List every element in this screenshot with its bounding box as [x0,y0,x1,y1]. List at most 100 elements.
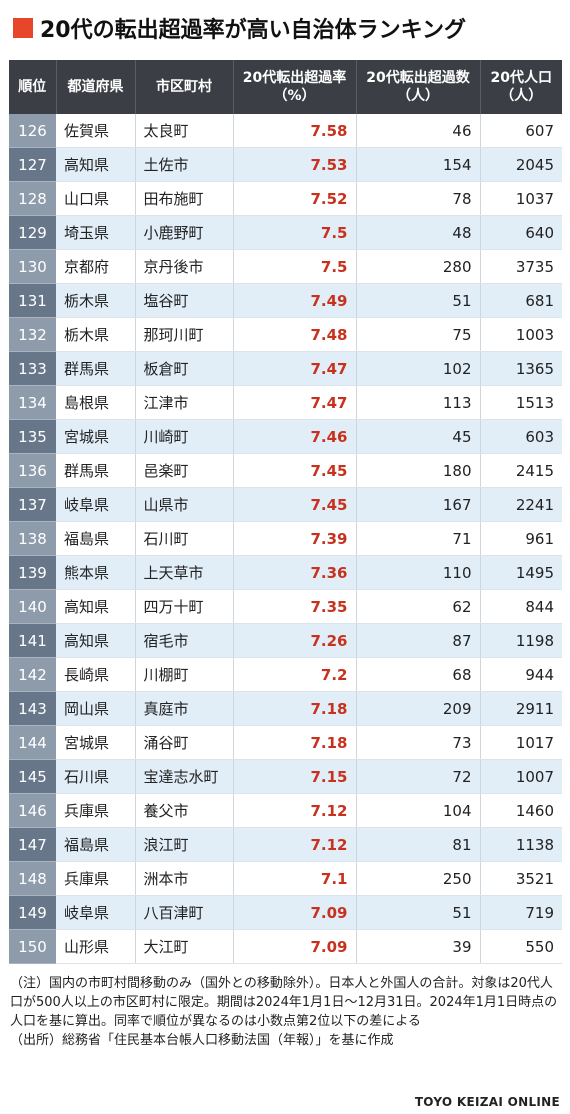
table-body: 126 佐賀県 太良町 7.58 46 607 127 高知県 土佐市 7.53 154 2045 12… [9,114,562,964]
population-cell: 719 [480,895,562,930]
population-cell: 1017 [480,725,562,760]
population-cell: 681 [480,283,562,318]
prefecture-cell: 宮城県 [56,419,136,454]
municipality-cell: 江津市 [135,385,234,420]
table-row: 132 栃木県 那珂川町 7.48 75 1003 [9,317,562,352]
outflow-cell: 51 [356,895,481,930]
prefecture-cell: 佐賀県 [56,114,136,148]
rank-cell: 141 [9,623,56,658]
population-cell: 607 [480,114,562,148]
outflow-cell: 209 [356,691,481,726]
outflow-cell: 110 [356,555,481,590]
table-row: 141 高知県 宿毛市 7.26 87 1198 [9,623,562,658]
municipality-cell: 太良町 [135,114,234,148]
prefecture-cell: 熊本県 [56,555,136,590]
footnote: （注）国内の市町村間移動のみ（国外との移動除外）。日本人と外国人の合計。対象は2… [10,974,562,1050]
prefecture-cell: 栃木県 [56,317,136,352]
outflow-cell: 78 [356,181,481,216]
rank-cell: 132 [9,317,56,352]
table-row: 128 山口県 田布施町 7.52 78 1037 [9,181,562,216]
rank-cell: 146 [9,793,56,828]
table-row: 126 佐賀県 太良町 7.58 46 607 [9,114,562,148]
header-prefecture: 都道府県 [56,60,136,114]
population-cell: 2415 [480,453,562,488]
outflow-cell: 71 [356,521,481,556]
rank-cell: 150 [9,929,56,964]
municipality-cell: 川棚町 [135,657,234,692]
rank-cell: 128 [9,181,56,216]
rate-cell: 7.09 [233,895,357,930]
rate-cell: 7.18 [233,691,357,726]
note-text: （注）国内の市町村間移動のみ（国外との移動除外）。日本人と外国人の合計。対象は2… [10,976,558,1029]
rate-cell: 7.47 [233,385,357,420]
ranking-table: 順位 都道府県 市区町村 20代転出超過率 （%） 20代転出超過数 （人） 20代人口 … [9,60,562,964]
rank-cell: 131 [9,283,56,318]
rank-cell: 143 [9,691,56,726]
population-cell: 1003 [480,317,562,352]
prefecture-cell: 高知県 [56,147,136,182]
header-municipality: 市区町村 [135,60,234,114]
prefecture-cell: 岐阜県 [56,487,136,522]
table-row: 147 福島県 浪江町 7.12 81 1138 [9,827,562,862]
outflow-cell: 39 [356,929,481,964]
outflow-cell: 75 [356,317,481,352]
prefecture-cell: 長崎県 [56,657,136,692]
rank-cell: 136 [9,453,56,488]
rank-cell: 138 [9,521,56,556]
prefecture-cell: 群馬県 [56,351,136,386]
table-row: 129 埼玉県 小鹿野町 7.5 48 640 [9,215,562,250]
municipality-cell: 板倉町 [135,351,234,386]
outflow-cell: 45 [356,419,481,454]
population-cell: 640 [480,215,562,250]
table-row: 138 福島県 石川町 7.39 71 961 [9,521,562,556]
outflow-cell: 280 [356,249,481,284]
prefecture-cell: 高知県 [56,623,136,658]
prefecture-cell: 島根県 [56,385,136,420]
municipality-cell: 涌谷町 [135,725,234,760]
table-row: 145 石川県 宝達志水町 7.15 72 1007 [9,759,562,794]
rate-cell: 7.58 [233,114,357,148]
rate-cell: 7.53 [233,147,357,182]
municipality-cell: 邑楽町 [135,453,234,488]
rate-cell: 7.45 [233,453,357,488]
population-cell: 1460 [480,793,562,828]
population-cell: 603 [480,419,562,454]
rank-cell: 140 [9,589,56,624]
municipality-cell: 上天草市 [135,555,234,590]
municipality-cell: 京丹後市 [135,249,234,284]
table-row: 127 高知県 土佐市 7.53 154 2045 [9,147,562,182]
title-bar: 20代の転出超過率が高い自治体ランキング [0,0,570,56]
rate-cell: 7.26 [233,623,357,658]
rate-cell: 7.47 [233,351,357,386]
page-title: 20代の転出超過率が高い自治体ランキング [40,18,466,43]
municipality-cell: 小鹿野町 [135,215,234,250]
municipality-cell: 那珂川町 [135,317,234,352]
municipality-cell: 塩谷町 [135,283,234,318]
prefecture-cell: 栃木県 [56,283,136,318]
table-row: 150 山形県 大江町 7.09 39 550 [9,929,562,964]
rate-cell: 7.52 [233,181,357,216]
rank-cell: 137 [9,487,56,522]
header-rank: 順位 [9,60,57,114]
population-cell: 1198 [480,623,562,658]
rate-cell: 7.49 [233,283,357,318]
prefecture-cell: 兵庫県 [56,861,136,896]
population-cell: 1495 [480,555,562,590]
title-accent-square [13,18,33,38]
outflow-cell: 87 [356,623,481,658]
rate-cell: 7.39 [233,521,357,556]
rate-cell: 7.35 [233,589,357,624]
table-row: 133 群馬県 板倉町 7.47 102 1365 [9,351,562,386]
outflow-cell: 73 [356,725,481,760]
population-cell: 844 [480,589,562,624]
prefecture-cell: 福島県 [56,521,136,556]
rate-cell: 7.12 [233,827,357,862]
rate-cell: 7.45 [233,487,357,522]
municipality-cell: 宿毛市 [135,623,234,658]
population-cell: 2241 [480,487,562,522]
rank-cell: 147 [9,827,56,862]
rank-cell: 149 [9,895,56,930]
outflow-cell: 48 [356,215,481,250]
rate-cell: 7.18 [233,725,357,760]
table-row: 135 宮城県 川崎町 7.46 45 603 [9,419,562,454]
